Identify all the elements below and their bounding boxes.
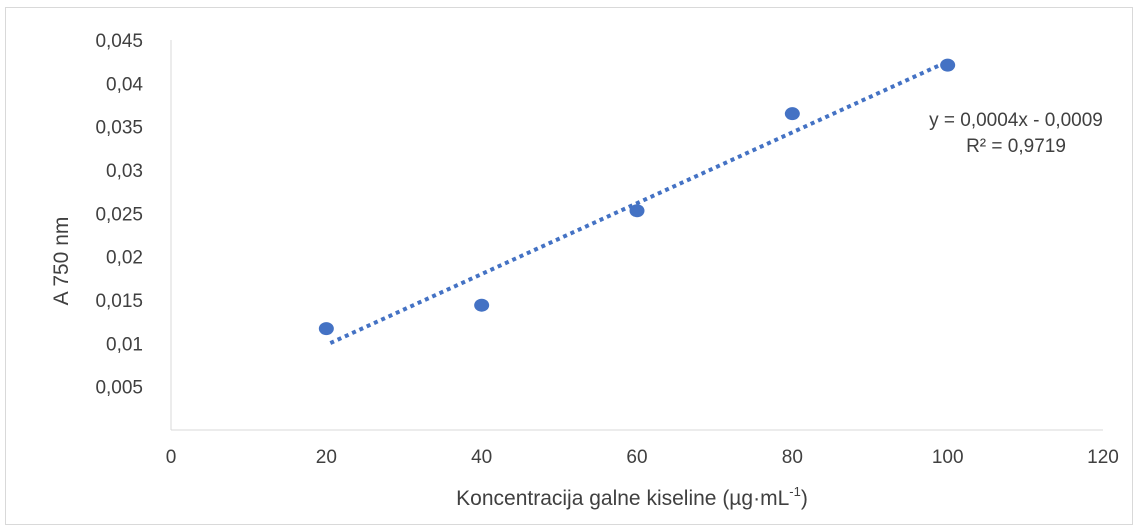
x-axis-title: Koncentracija galne kiseline (µg·mL-1) [456,484,808,510]
y-axis-title: A 750 nm [50,217,73,306]
data-points [318,58,956,336]
trendline-equation: y = 0,0004x - 0,0009 [929,110,1103,131]
axes [170,40,1103,431]
y-tick-label: 0,035 [95,118,143,139]
y-tick-label: 0,01 [106,334,143,355]
y-tick-label: 0,02 [106,248,143,269]
data-point [318,322,334,336]
y-tick-label: 0,025 [95,204,143,225]
chart-frame [5,7,1133,525]
y-tick-label: 0,005 [95,378,143,399]
y-tick-label: 0,03 [106,161,143,182]
data-point [474,298,490,312]
x-tick-label: 120 [1087,447,1119,468]
y-tick-label: 0,04 [106,74,143,95]
y-tick-label: 0,045 [95,31,143,52]
x-tick-label: 20 [316,447,337,468]
data-point [784,107,800,121]
x-axis-title-main: Koncentracija galne kiseline (µg·mL [456,487,789,510]
x-tick-label: 80 [782,447,803,468]
y-tick-labels: 0,005 0,01 0,015 0,02 0,025 0,03 0,035 0,04 0,04… [95,31,143,399]
trendline-group [329,62,943,345]
y-tick-label: 0,015 [95,291,143,312]
x-tick-label: 40 [471,447,492,468]
x-axis-title-suffix: ) [801,487,808,510]
data-point [629,204,645,218]
data-point [940,58,956,72]
trendline [329,62,943,345]
x-tick-labels: 0 20 40 60 80 100 120 [166,447,1119,468]
x-tick-label: 60 [626,447,647,468]
x-axis-title-superscript: -1 [789,484,801,499]
x-tick-label: 100 [932,447,964,468]
x-tick-label: 0 [166,447,177,468]
trendline-r-squared: R² = 0,9719 [966,136,1066,157]
